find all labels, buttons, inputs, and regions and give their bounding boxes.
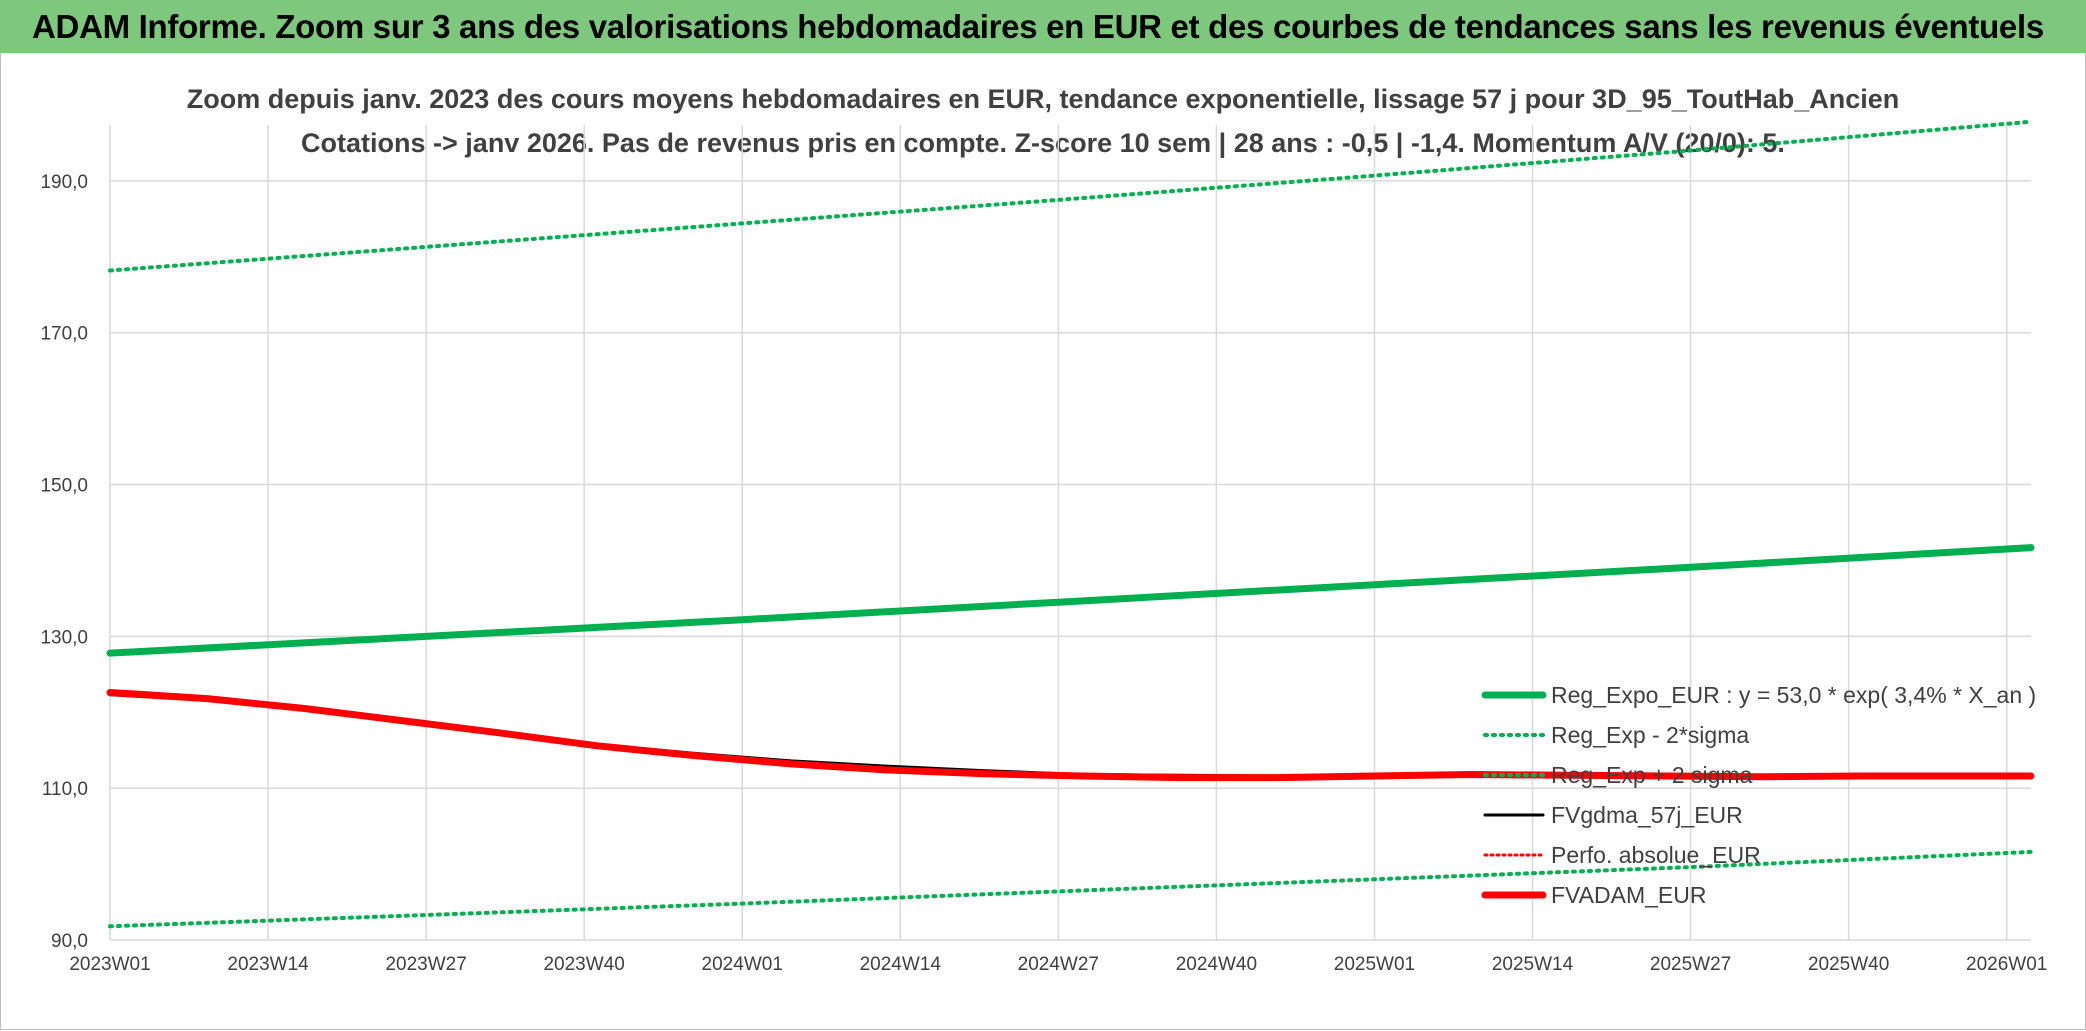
x-tick-label: 2023W01 — [69, 954, 150, 975]
x-tick-label: 2025W14 — [1492, 954, 1574, 975]
chart-subtitle: Cotations -> janv 2026. Pas de revenus p… — [301, 128, 1785, 158]
legend-label-reg_expo: Reg_Expo_EUR : y = 53,0 * exp( 3,4% * X_… — [1551, 682, 2036, 708]
x-tick-label: 2024W14 — [860, 954, 942, 975]
y-tick-label: 170,0 — [40, 324, 88, 345]
y-tick-label: 190,0 — [40, 172, 88, 193]
x-tick-label: 2024W27 — [1018, 954, 1099, 975]
x-tick-label: 2025W40 — [1808, 954, 1889, 975]
y-tick-label: 150,0 — [40, 476, 88, 497]
y-tick-label: 90,0 — [51, 931, 88, 952]
y-tick-label: 110,0 — [42, 779, 88, 800]
y-tick-label: 130,0 — [40, 627, 88, 648]
banner-title: ADAM Informe. Zoom sur 3 ans des valoris… — [32, 7, 2044, 45]
series-line-reg_expo — [106, 544, 2035, 657]
banner: ADAM Informe. Zoom sur 3 ans des valoris… — [0, 0, 2086, 53]
legend-label-reg_minus: Reg_Exp - 2*sigma — [1551, 722, 1749, 748]
x-tick-label: 2024W01 — [702, 954, 783, 975]
x-tick-label: 2025W01 — [1334, 954, 1415, 975]
x-tick-label: 2024W40 — [1176, 954, 1257, 975]
legend-label-fvgdma: FVgdma_57j_EUR — [1551, 802, 1743, 828]
chart-title: Zoom depuis janv. 2023 des cours moyens … — [186, 84, 1900, 114]
series-line-fvadam — [106, 689, 2035, 782]
legend-label-reg_plus: Reg_Exp + 2 sigma — [1551, 762, 1753, 788]
x-tick-label: 2023W40 — [543, 954, 624, 975]
series-line-reg_plus — [108, 119, 2033, 273]
legend-label-perfo: Perfo. absolue_EUR — [1551, 842, 1761, 868]
x-tick-label: 2025W27 — [1650, 954, 1731, 975]
x-tick-label: 2023W14 — [227, 954, 309, 975]
series-layer — [106, 119, 2035, 929]
chart-frame — [0, 53, 2086, 1030]
x-tick-label: 2026W01 — [1966, 954, 2047, 975]
axis-labels: 90,0 110,0 130,0 150,0 170,0 190,0 2023W01 2023… — [40, 172, 2047, 975]
x-tick-label: 2023W27 — [385, 954, 466, 975]
legend-label-fvadam: FVADAM_EUR — [1551, 882, 1707, 908]
legend: Reg_Expo_EUR : y = 53,0 * exp( 3,4% * X_… — [1481, 682, 2036, 908]
